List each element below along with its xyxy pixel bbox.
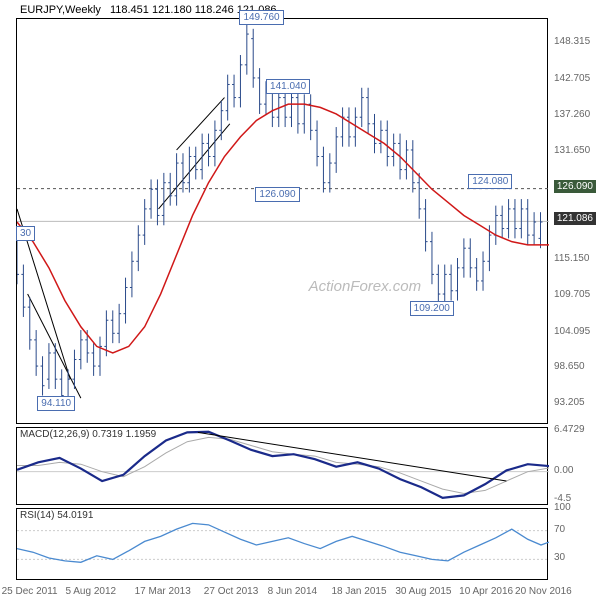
x-axis-tick: 18 Jan 2015	[331, 586, 386, 597]
price-label: 149.760	[239, 10, 283, 25]
y-axis-tick: 137.260	[554, 109, 590, 120]
ref-price-tag: 126.090	[554, 180, 596, 193]
chart-symbol: EURJPY,Weekly	[20, 4, 101, 16]
rsi-panel[interactable]	[16, 508, 548, 580]
rsi-ytick: 100	[554, 502, 571, 513]
current-price-tag: 121.086	[554, 212, 596, 225]
x-axis-tick: 8 Jun 2014	[268, 586, 318, 597]
price-label: 124.080	[468, 174, 512, 189]
rsi-ytick: 70	[554, 524, 565, 535]
price-label: 109.200	[410, 301, 454, 316]
rsi-ytick: 30	[554, 552, 565, 563]
x-axis-tick: 5 Aug 2012	[65, 586, 116, 597]
price-label: 94.110	[37, 396, 75, 411]
price-label: 30	[16, 226, 35, 241]
x-axis-tick: 20 Nov 2016	[515, 586, 572, 597]
y-axis-tick: 104.095	[554, 326, 590, 337]
x-axis-tick: 10 Apr 2016	[459, 586, 513, 597]
macd-label: MACD(12,26,9) 0.7319 1.1959	[20, 429, 156, 440]
macd-ytick: 0.00	[554, 465, 573, 476]
y-axis-tick: 148.315	[554, 36, 590, 47]
y-axis-tick: 109.705	[554, 289, 590, 300]
y-axis-tick: 142.705	[554, 73, 590, 84]
y-axis-tick: 98.650	[554, 361, 585, 372]
x-axis-tick: 25 Dec 2011	[2, 586, 58, 597]
x-axis-tick: 17 Mar 2013	[135, 586, 191, 597]
price-label: 126.090	[255, 187, 299, 202]
macd-ytick: 6.4729	[554, 424, 585, 435]
x-axis-tick: 30 Aug 2015	[395, 586, 451, 597]
y-axis-tick: 93.205	[554, 397, 585, 408]
x-axis-tick: 27 Oct 2013	[204, 586, 258, 597]
y-axis-tick: 115.150	[554, 253, 589, 264]
y-axis-tick: 131.650	[554, 145, 590, 156]
rsi-label: RSI(14) 54.0191	[20, 510, 93, 521]
watermark: ActionForex.com	[309, 278, 422, 295]
price-label: 141.040	[266, 79, 310, 94]
